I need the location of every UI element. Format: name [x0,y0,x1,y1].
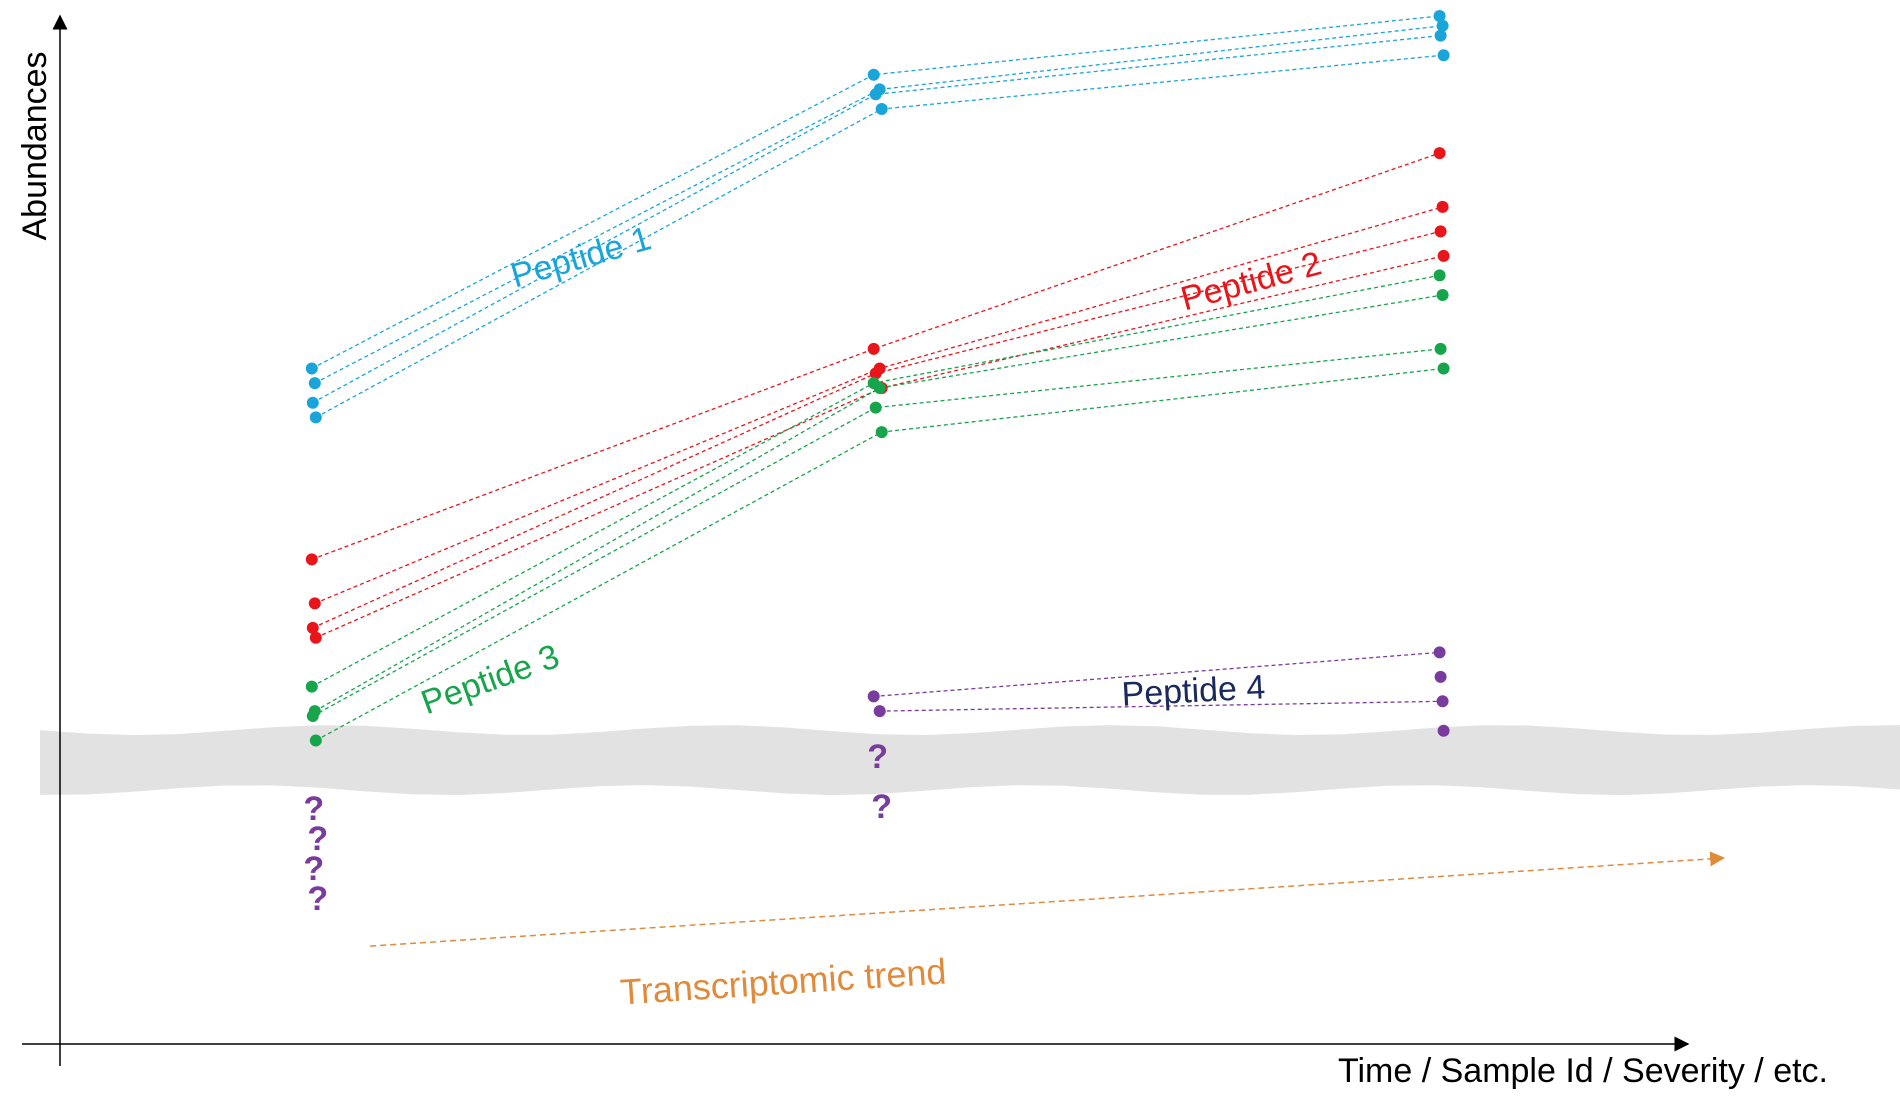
detection-limit-band [40,725,1900,796]
data-point [309,411,322,424]
missing-value-marker: ? [871,788,892,826]
data-point [873,382,886,394]
missing-value-marker: ? [303,790,324,828]
series-line [315,255,1444,639]
data-point [305,362,318,375]
data-point [1434,225,1447,238]
data-point [873,705,886,718]
series-line [314,294,1443,712]
series-line [311,152,1440,561]
data-point [1433,269,1446,282]
data-point [1437,249,1450,262]
series-line [311,274,1440,688]
data-point [306,621,319,634]
data-point [869,401,882,414]
peptide-2-label: Peptide 2 [1177,244,1326,318]
series-line [879,700,1443,712]
data-point [1434,342,1447,355]
data-point [1436,200,1449,213]
data-point [1436,289,1449,301]
data-point [1433,646,1446,659]
data-point [305,680,318,693]
missing-value-marker: ? [867,738,888,776]
data-point [1433,147,1446,160]
missing-value-marker: ? [307,880,328,918]
series-line [312,348,1441,717]
data-point [867,690,880,703]
y-axis-title: Abundances [16,51,54,240]
series-line [312,34,1441,404]
data-point [869,88,882,101]
data-point [1436,695,1449,708]
peptide-1-label: Peptide 1 [507,219,656,295]
data-point [1434,670,1447,683]
detection-limit-band-shape [40,725,1900,796]
series-line [873,651,1440,698]
missing-value-marker: ? [303,850,324,888]
transcriptomic-trend-arrow [370,851,1726,947]
data-point [306,710,319,722]
data-point [308,597,321,610]
data-point [1437,724,1450,737]
data-point [875,426,888,439]
data-point [309,734,322,747]
series-points [305,10,1450,747]
data-point [1437,362,1450,375]
transcriptomic-trend-label: Transcriptomic trend [619,950,948,1012]
x-axis-title: Time / Sample Id / Severity / etc. [1338,1052,1828,1090]
data-point [1437,49,1450,62]
missing-value-markers: ?????? [303,738,892,918]
missing-value-marker: ? [307,820,328,858]
data-point [867,342,880,355]
data-point [1433,10,1446,22]
peptide-4-label: Peptide 4 [1121,668,1266,713]
series-line [311,15,1440,370]
peptide-3-label: Peptide 3 [416,637,564,722]
data-point [1434,29,1447,42]
data-point [306,396,319,409]
data-point [869,367,882,380]
data-point [308,377,321,390]
data-point [305,553,318,566]
data-point [867,68,880,81]
data-point [875,103,888,115]
data-point [309,631,322,644]
data-point [1436,19,1449,32]
series-line [314,25,1443,384]
